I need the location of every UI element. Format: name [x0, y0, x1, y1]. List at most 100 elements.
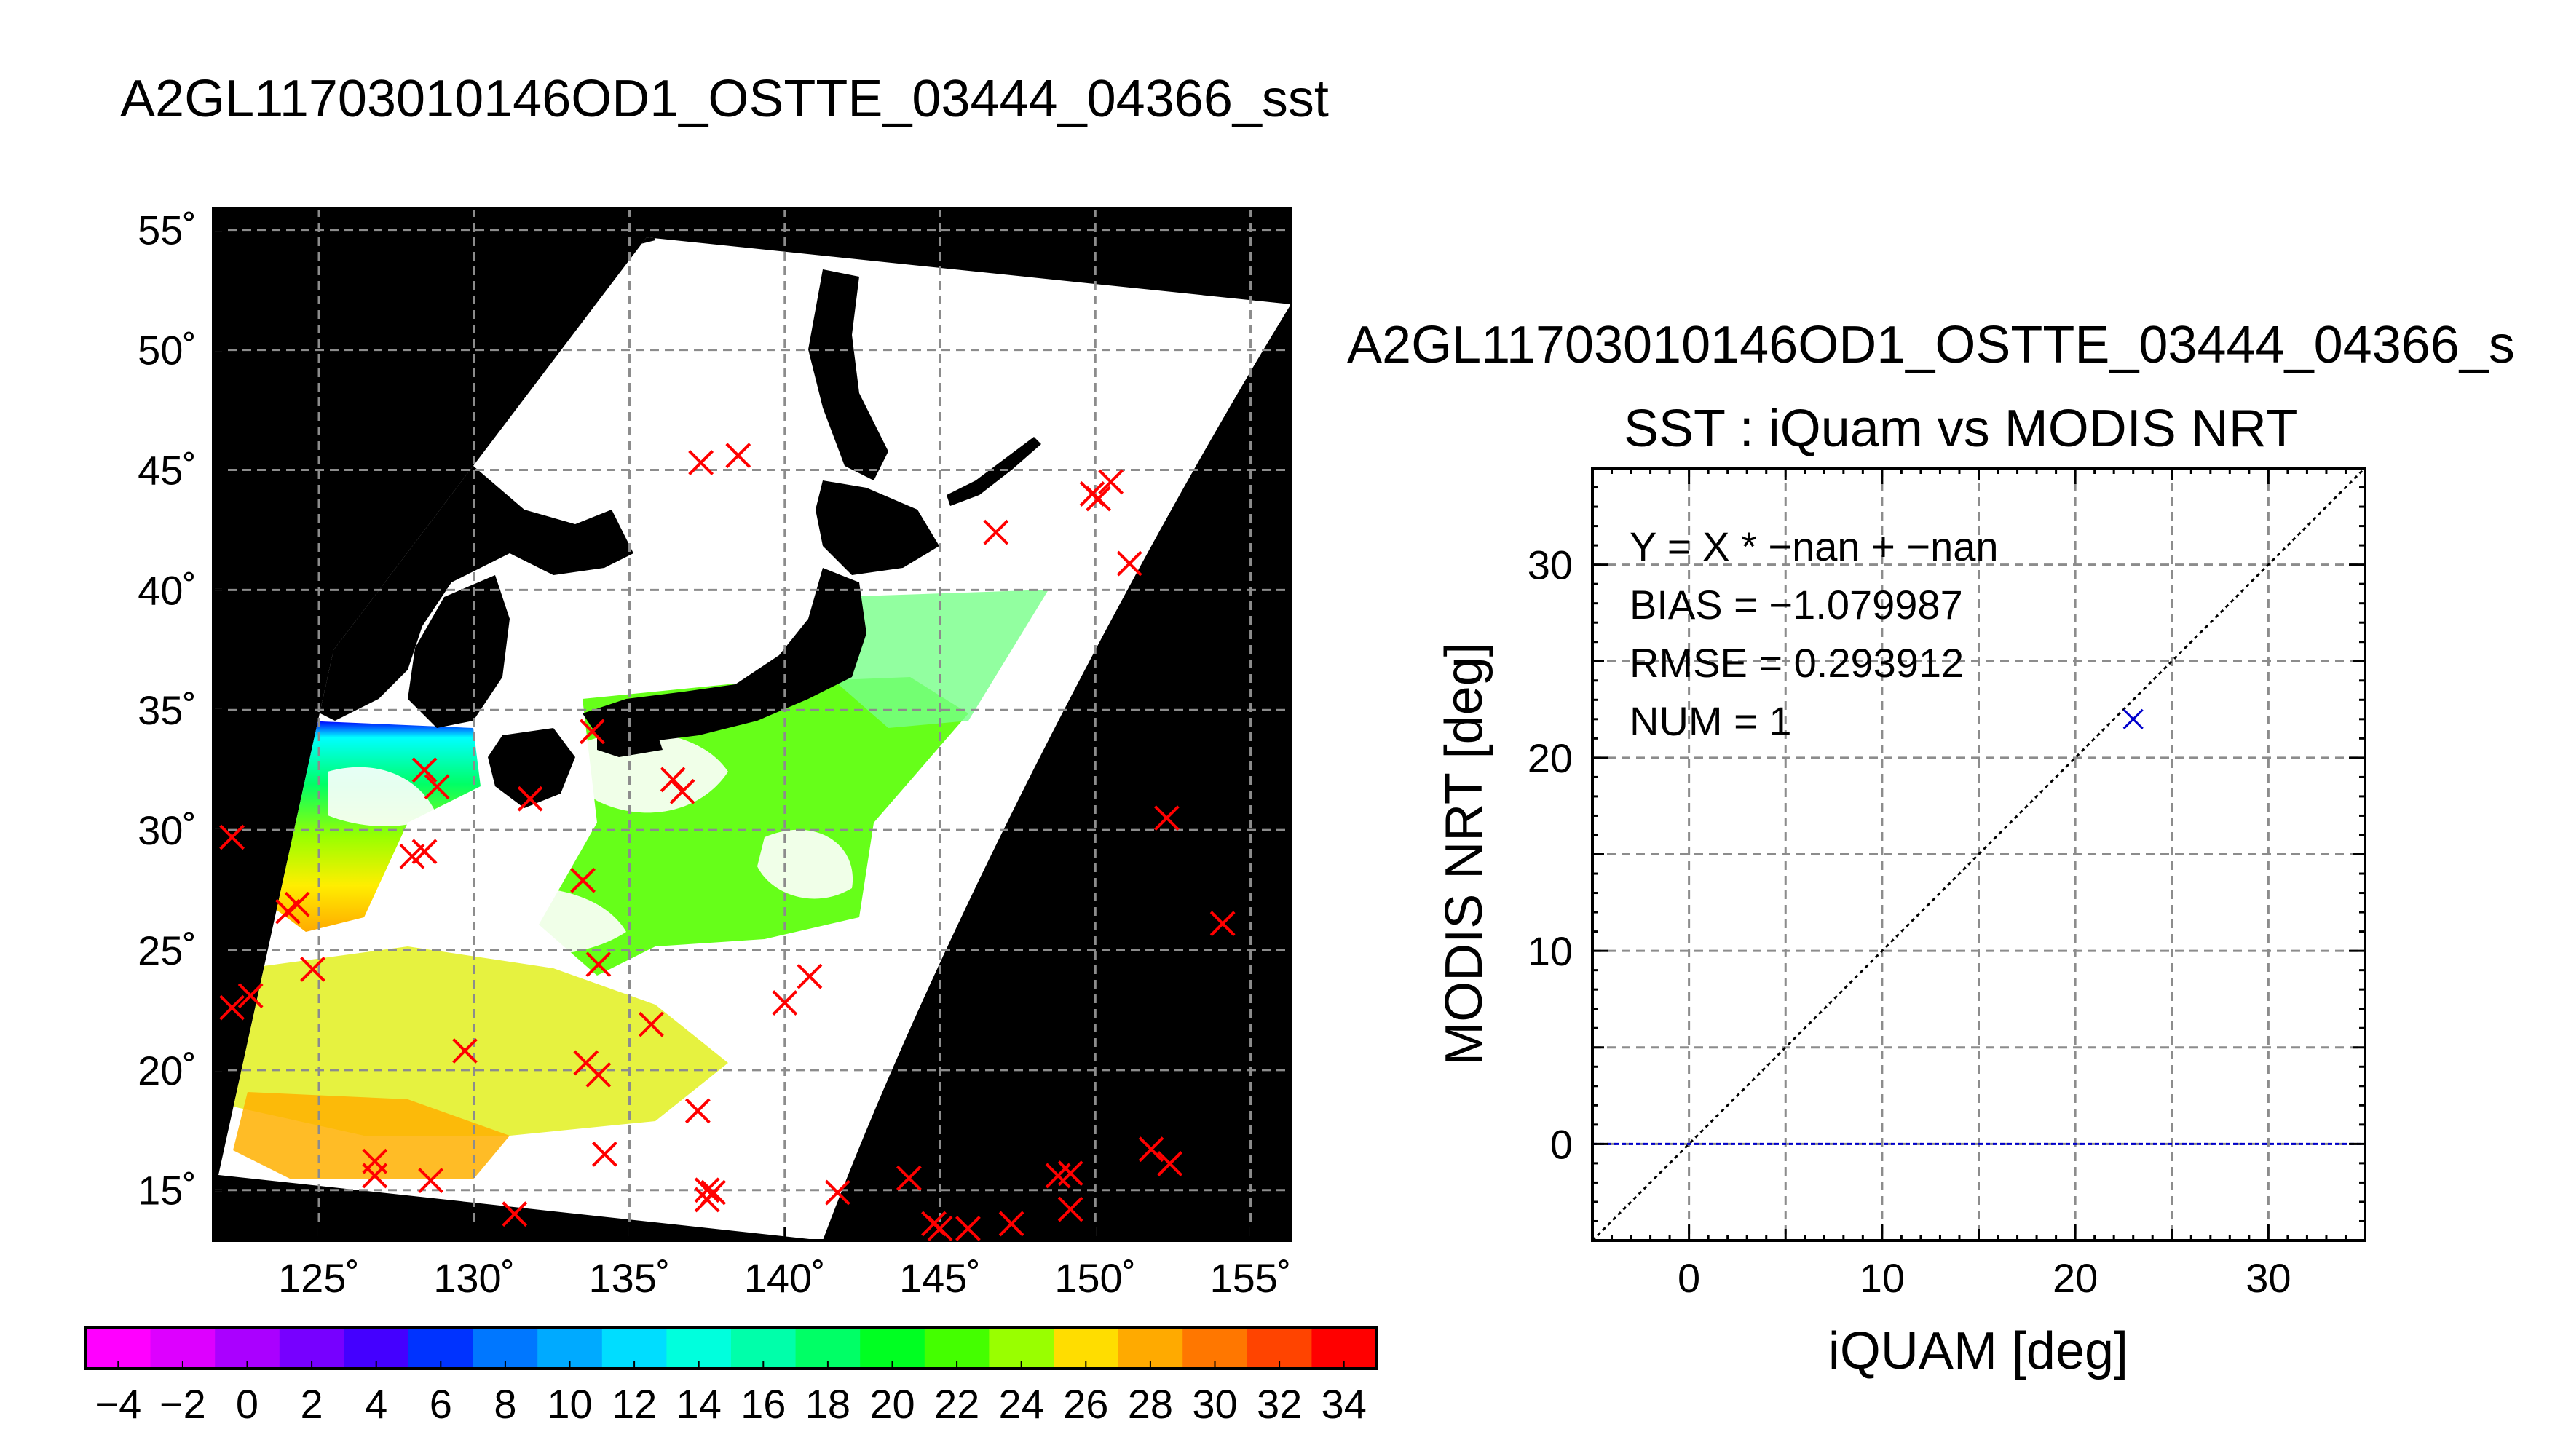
scatter-x-tick-label: 10: [1860, 1255, 1905, 1301]
matchup-marker: [452, 1038, 478, 1064]
matchup-marker: [1086, 486, 1111, 512]
scatter-y-tick-label: 30: [1528, 542, 1573, 588]
map-grid: [213, 208, 1291, 1241]
scatter-subtitle: SST : iQuam vs MODIS NRT: [1624, 400, 2298, 458]
scatter-y-tick-label: 20: [1528, 735, 1573, 781]
main-title: A2GL11703010146OD1_OSTTE_03444_04366_sst: [120, 70, 1329, 128]
map-lon-tick-label: 130˚: [433, 1255, 515, 1301]
stat-bias: BIAS = −1.079987: [1630, 582, 1963, 628]
kyushu-island: [488, 728, 575, 808]
matchup-marker: [983, 519, 1009, 545]
colorbar-tick-label: 10: [547, 1381, 592, 1427]
matchup-marker: [585, 1062, 612, 1088]
map-lat-tick-label: 35˚: [138, 687, 197, 733]
matchup-marker: [1057, 1160, 1083, 1187]
matchup-marker: [411, 757, 438, 783]
scatter-title: A2GL11703010146OD1_OSTTE_03444_04366_s: [1347, 316, 2515, 374]
scatter-x-tick-label: 20: [2053, 1255, 2098, 1301]
colorbar-tick-label: 32: [1257, 1381, 1302, 1427]
scatter-x-tick-label: 30: [2246, 1255, 2291, 1301]
sst-ocean-patch-south: [233, 946, 728, 1136]
stat-rmse: RMSE = 0.293912: [1630, 640, 1964, 686]
scatter-plot: 0 10 20 30 0 10 20 30 iQUAM [deg] MODIS NRT [de…: [1435, 467, 2366, 1380]
scatter-y-label: MODIS NRT [deg]: [1435, 642, 1493, 1066]
scatter-y-tick-label: 10: [1528, 928, 1573, 974]
map-lat-tick-label: 20˚: [138, 1048, 197, 1093]
colorbar-tick-label: −2: [159, 1381, 206, 1427]
stat-num: NUM = 1: [1630, 698, 1792, 744]
matchup-marker: [284, 891, 310, 917]
shikoku-island: [597, 728, 663, 757]
colorbar-tick-label: 20: [869, 1381, 915, 1427]
matchup-marker: [824, 1179, 850, 1206]
matchup-marker: [418, 1168, 443, 1193]
matchup-marker: [570, 867, 596, 893]
matchup-marker: [411, 839, 438, 865]
map-lon-tick-label: 125˚: [278, 1255, 360, 1301]
map-lat-tick-label: 40˚: [138, 567, 197, 613]
matchup-marker: [694, 1177, 720, 1203]
scatter-point: [2122, 708, 2144, 729]
colorbar-tick-label: 16: [741, 1381, 786, 1427]
colorbar-tick-label: 26: [1063, 1381, 1108, 1427]
map-lat-tick-label: 30˚: [138, 807, 197, 853]
matchup-marker: [362, 1163, 388, 1189]
matchup-marker: [219, 824, 245, 850]
colorbar-tick-label: 4: [365, 1381, 387, 1427]
scatter-x-tick-label: 0: [1678, 1255, 1700, 1301]
scatter-reference-lines: [1592, 468, 2365, 1241]
colorbar-tick-label: 14: [676, 1381, 722, 1427]
matchup-marker: [684, 1098, 711, 1124]
honshu-island: [583, 568, 866, 743]
matchup-marker: [797, 963, 823, 989]
matchup-marker: [955, 1216, 981, 1241]
no-data-region: [823, 304, 1291, 1241]
matchup-marker: [1153, 805, 1180, 831]
matchup-marker: [591, 1141, 617, 1167]
map-lat-tick-label: 25˚: [138, 927, 197, 973]
map-lon-tick-label: 155˚: [1210, 1255, 1292, 1301]
matchup-marker: [638, 1011, 664, 1037]
matchup-marker: [998, 1211, 1024, 1237]
matchup-marker: [1098, 469, 1124, 495]
matchup-marker: [579, 719, 605, 745]
scatter-frame-border: [1591, 467, 2366, 1242]
matchup-marker: [688, 450, 714, 475]
scatter-x-label: iQUAM [deg]: [1828, 1322, 2128, 1380]
colorbar-tick-label: 12: [612, 1381, 657, 1427]
colorbar-tick-label: 24: [999, 1381, 1044, 1427]
scatter-ticks: 0 10 20 30 0 10 20 30: [1528, 467, 2366, 1301]
map-frame: [212, 207, 1292, 1242]
matchup-marker: [219, 994, 245, 1021]
matchup-marker: [700, 1179, 727, 1206]
kuril-islands: [947, 437, 1041, 506]
map-lon-tick-label: 150˚: [1054, 1255, 1136, 1301]
matchup-marker: [1138, 1136, 1164, 1163]
matchup-marker: [669, 778, 695, 804]
colorbar-tick-label: 8: [494, 1381, 516, 1427]
map-lon-tick-label: 135˚: [588, 1255, 670, 1301]
map-lat-tick-label: 15˚: [138, 1168, 197, 1214]
map-lon-tick-label: 140˚: [744, 1255, 826, 1301]
colorbar-tick-label: 6: [430, 1381, 452, 1427]
colorbar-tick-label: 28: [1128, 1381, 1173, 1427]
matchup-marker: [1209, 911, 1236, 937]
colorbar-tick-label: −4: [95, 1381, 141, 1427]
matchup-marker: [725, 443, 751, 469]
map-lat-tick-label: 45˚: [138, 447, 197, 493]
colorbar-tick-label: 30: [1192, 1381, 1237, 1427]
stat-fit: Y = X * −nan + −nan: [1630, 523, 1999, 569]
sst-ocean-patch-east: [830, 590, 1049, 728]
map-lon-tick-label: 145˚: [899, 1255, 981, 1301]
colorbar-tick-label: 34: [1322, 1381, 1367, 1427]
map-ticks: 125˚ 130˚ 135˚ 140˚ 145˚ 150˚ 155˚ 55˚ 50˚ 45˚ 40˚…: [138, 207, 1292, 1301]
colorbar-tick-label: 18: [805, 1381, 850, 1427]
matchup-marker: [502, 1201, 528, 1227]
colorbar-frame: [84, 1326, 1378, 1370]
matchup-markers: [219, 443, 1236, 1241]
matchup-marker: [1157, 1151, 1183, 1176]
map-lat-tick-label: 50˚: [138, 328, 197, 373]
cloud-cover: [328, 732, 853, 957]
sst-ocean-patch-southwest: [233, 1092, 510, 1179]
